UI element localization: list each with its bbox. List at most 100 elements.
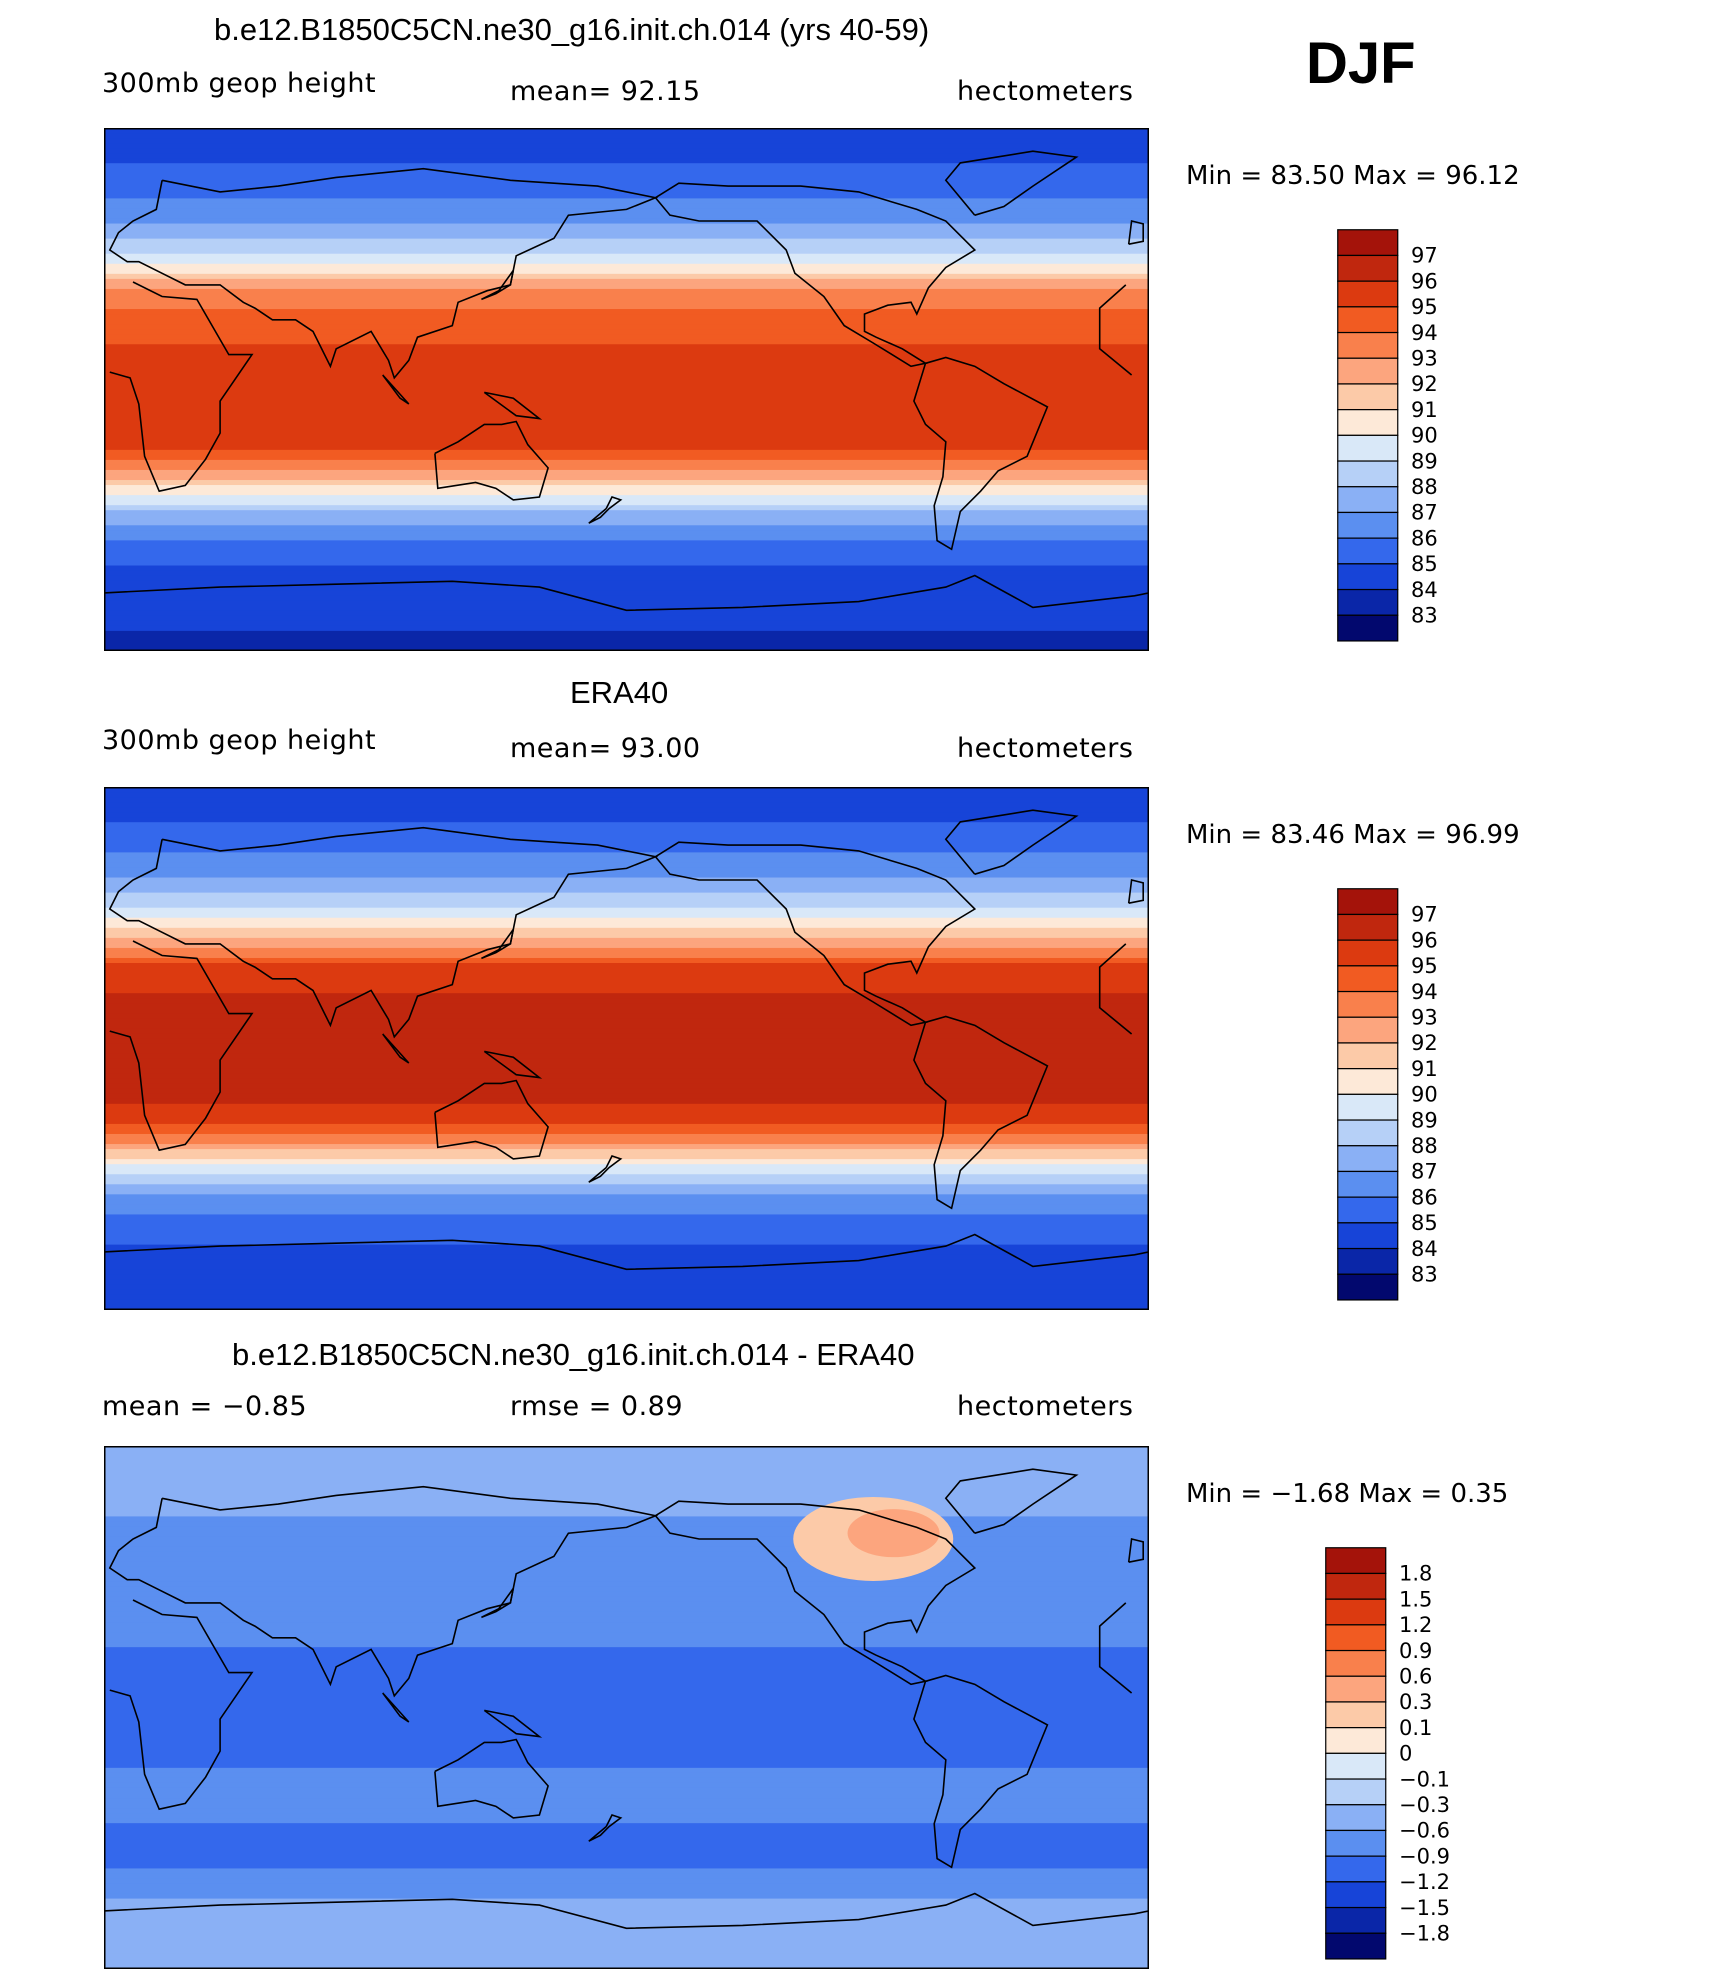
contour-band: [104, 203, 1149, 210]
contour-band: [104, 1596, 1149, 1603]
contour-band: [104, 359, 1149, 365]
contour-band: [104, 640, 1149, 647]
colorbar-segment: [1337, 1222, 1399, 1250]
contour-band: [104, 1627, 1149, 1633]
colorbar-segment: [1325, 1572, 1387, 1600]
contour-band: [104, 1601, 1149, 1608]
colorbar-segment: [1325, 1624, 1387, 1652]
contour-band: [104, 1798, 1149, 1804]
contour-band: [104, 389, 1149, 396]
contour-band: [104, 585, 1149, 592]
contour-band: [104, 993, 1149, 999]
colorbar-segment: [1337, 1247, 1399, 1275]
contour-band: [104, 872, 1149, 879]
contour-band: [104, 163, 1149, 169]
colorbar-tick-label: 94: [1411, 321, 1438, 345]
coastline: [109, 1599, 1133, 1811]
contour-band: [104, 424, 1149, 431]
contour-band: [104, 1264, 1149, 1271]
contour-band: [104, 932, 1149, 939]
colorbar-segment: [1325, 1804, 1387, 1832]
colorbar-segment: [1337, 409, 1399, 436]
contour-band: [104, 1536, 1149, 1543]
coastline: [944, 150, 1079, 216]
contour-band: [104, 485, 1149, 491]
coastline: [588, 1814, 623, 1842]
panel3-minmax-label: Min = −1.68 Max = 0.35: [1186, 1479, 1509, 1509]
colorbar-tick-label: 96: [1411, 269, 1438, 293]
contour-band: [104, 892, 1149, 899]
contour-band: [104, 278, 1149, 285]
contour-band: [104, 263, 1149, 270]
contour-band: [104, 1667, 1149, 1673]
contour-band: [104, 1898, 1149, 1905]
contour-band: [104, 1169, 1149, 1175]
contour-band: [104, 384, 1149, 391]
contour-band: [104, 409, 1149, 416]
contour-band: [104, 354, 1149, 360]
contour-band: [104, 912, 1149, 919]
contour-band: [104, 1873, 1149, 1880]
contour-band: [104, 1078, 1149, 1085]
colorbar-tick-label: 91: [1411, 398, 1438, 422]
contour-band: [104, 1511, 1149, 1518]
contour-band: [104, 158, 1149, 164]
contour-band: [104, 812, 1149, 818]
colorbar-tick-label: −0.6: [1399, 1819, 1450, 1843]
colorbar-tick-label: −1.5: [1399, 1896, 1450, 1920]
contour-band: [104, 867, 1149, 874]
contour-band: [104, 1028, 1149, 1035]
contour-band: [104, 1466, 1149, 1472]
colorbar-segment: [1337, 357, 1399, 385]
colorbar-tick-label: 97: [1411, 903, 1438, 927]
contour-band: [104, 1803, 1149, 1809]
contour-band: [104, 1913, 1149, 1920]
coastline: [434, 1079, 549, 1160]
contour-band: [104, 454, 1149, 461]
contour-band: [104, 1249, 1149, 1256]
colorbar-tick-label: 84: [1411, 1237, 1438, 1261]
coastline: [483, 1050, 543, 1079]
contour-band: [104, 1496, 1149, 1502]
colorbar-segment: [1337, 588, 1399, 616]
coastline: [382, 1692, 410, 1723]
coastline: [103, 1233, 1150, 1271]
contour-band: [104, 595, 1149, 602]
contour-band: [104, 1742, 1149, 1749]
colorbar-tick-label: −0.9: [1399, 1844, 1450, 1868]
contour-band: [104, 973, 1149, 979]
colorbar-segment: [1325, 1547, 1387, 1575]
coastline: [913, 1674, 1049, 1869]
panel1-contour-plot: [103, 128, 1150, 652]
contour-band: [104, 1093, 1149, 1100]
contour-band: [104, 817, 1149, 823]
contour-band: [104, 1652, 1149, 1658]
contour-band: [104, 1586, 1149, 1593]
colorbar-segment: [1337, 511, 1399, 539]
colorbar-tick-label: 93: [1411, 1006, 1438, 1030]
panel1-mean-label: mean= 92.15: [510, 76, 701, 107]
coastline: [108, 1485, 659, 1698]
contour-band: [104, 1461, 1149, 1467]
contour-band: [104, 882, 1149, 889]
contour-band: [104, 545, 1149, 552]
contour-band: [104, 128, 1149, 134]
panel3-title: b.e12.B1850C5CN.ne30_g16.init.ch.014 - E…: [232, 1337, 915, 1372]
panel2-map: [103, 787, 1150, 1311]
contour-band: [104, 525, 1149, 531]
contour-band: [104, 1933, 1149, 1940]
contour-band: [104, 1687, 1149, 1694]
contour-band: [104, 1159, 1149, 1165]
colorbar-tick-label: 94: [1411, 980, 1438, 1004]
contour-band: [104, 575, 1149, 582]
colorbar-tick-label: 0.6: [1399, 1665, 1432, 1689]
contour-band: [104, 1108, 1149, 1115]
contour-band: [104, 1863, 1149, 1870]
contour-band: [104, 1023, 1149, 1029]
contour-band: [104, 1254, 1149, 1261]
contour-band: [104, 1048, 1149, 1055]
contour-band: [104, 223, 1149, 230]
contour-band: [104, 1244, 1149, 1251]
contour-band: [104, 1647, 1149, 1653]
contour-band: [104, 1903, 1149, 1910]
